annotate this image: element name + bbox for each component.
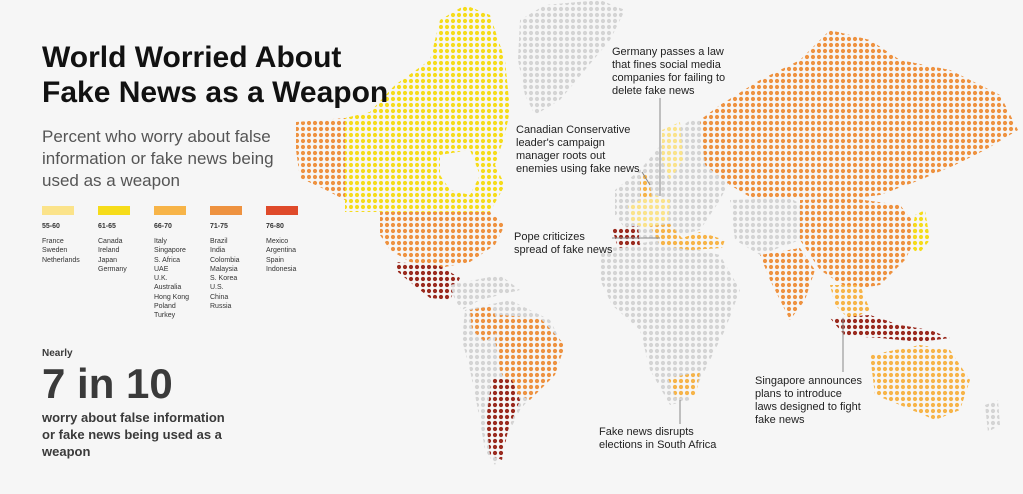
- region-central-america: [450, 275, 520, 310]
- legend-country: Germany: [98, 265, 127, 273]
- annotation-south-africa: Fake news disrupts elections in South Af…: [599, 426, 717, 451]
- subtitle: Percent who worry about false informatio…: [42, 127, 274, 190]
- region-indonesia: [830, 315, 950, 342]
- region-africa: [600, 240, 740, 405]
- legend-country: Singapore: [154, 247, 186, 255]
- annotation-germany: Germany passes a law that fines social m…: [612, 46, 726, 97]
- legend-country: Canada: [98, 238, 123, 245]
- legend-country: U.S.: [210, 284, 224, 292]
- legend-group-61-65: 61-65 Canada Ireland Japan Germany: [98, 206, 154, 321]
- legend-country: S. Korea: [210, 275, 238, 283]
- region-usa: [380, 212, 505, 268]
- legend-country: Poland: [154, 303, 176, 311]
- legend: 55-60 France Sweden Netherlands 61-65 Ca…: [42, 206, 322, 321]
- region-china: [800, 198, 920, 290]
- region-hudson-bay: [440, 150, 480, 195]
- legend-group-66-70: 66-70 Italy Singapore S. Africa UAE U.K.…: [154, 206, 210, 321]
- region-argentina: [486, 378, 520, 460]
- legend-range: 61-65: [98, 223, 116, 230]
- region-greenland: [518, 0, 625, 115]
- legend-swatch: [42, 206, 74, 215]
- legend-country: France: [42, 238, 64, 245]
- legend-range: 66-70: [154, 223, 172, 230]
- annotation-canada: Canadian Conservative leader's campaign …: [516, 124, 640, 175]
- legend-country: Brazil: [210, 238, 228, 245]
- legend-country: Malaysia: [210, 265, 238, 273]
- legend-country: S. Africa: [154, 256, 181, 264]
- stat-callout: Nearly 7 in 10 worry about false informa…: [42, 348, 232, 460]
- legend-country: Russia: [210, 303, 232, 311]
- legend-group-71-75: 71-75 Brazil India Colombia Malaysia S. …: [210, 206, 266, 321]
- page-title: World Worried About Fake News as a Weapo…: [42, 40, 388, 110]
- legend-country: Spain: [266, 256, 284, 264]
- legend-swatch: [266, 206, 298, 215]
- legend-country: Turkey: [154, 312, 176, 320]
- region-western-europe: [628, 195, 670, 228]
- legend-country: Japan: [98, 256, 118, 264]
- annotation-pope: Pope criticizes spread of fake news: [514, 231, 613, 256]
- region-sweden: [662, 122, 683, 180]
- legend-country: Colombia: [210, 256, 240, 264]
- legend-country: Italy: [154, 238, 167, 245]
- legend-swatch: [210, 206, 242, 215]
- title-line-2: Fake News as a Weapon: [42, 76, 389, 109]
- region-alaska: [296, 118, 345, 200]
- legend-country: Argentina: [266, 247, 296, 255]
- stat-value: 7 in 10: [42, 360, 173, 407]
- legend-swatch: [98, 206, 130, 215]
- region-mexico: [396, 262, 460, 300]
- legend-countries: Mexico Argentina Spain Indonesia: [266, 237, 322, 274]
- legend-country: Mexico: [266, 238, 289, 245]
- region-mediterranean: [650, 224, 725, 250]
- legend-country: Hong Kong: [154, 293, 190, 301]
- legend-country: India: [210, 247, 226, 255]
- annotation-singapore: Singapore announces plans to introduce l…: [755, 375, 863, 426]
- legend-country: China: [210, 293, 229, 301]
- legend-country: Ireland: [98, 247, 120, 255]
- legend-country: Australia: [154, 284, 182, 292]
- legend-range: 55-60: [42, 223, 60, 230]
- legend-countries: Canada Ireland Japan Germany: [98, 237, 154, 274]
- stat-description: worry about false information or fake ne…: [42, 410, 225, 459]
- region-brazil: [495, 315, 565, 400]
- region-russia: [700, 30, 1018, 200]
- region-spain: [612, 226, 640, 248]
- legend-countries: France Sweden Netherlands: [42, 237, 98, 265]
- region-japan: [910, 210, 930, 255]
- legend-country: U.K.: [154, 275, 168, 283]
- region-australia: [870, 345, 970, 420]
- legend-countries: Italy Singapore S. Africa UAE U.K. Austr…: [154, 237, 210, 321]
- region-central-asia: [730, 198, 820, 255]
- region-se-asia: [830, 285, 870, 320]
- stat-nearly: Nearly: [42, 348, 73, 359]
- legend-countries: Brazil India Colombia Malaysia S. Korea …: [210, 237, 266, 311]
- title-line-1: World Worried About: [42, 41, 342, 74]
- legend-group-76-80: 76-80 Mexico Argentina Spain Indonesia: [266, 206, 322, 321]
- legend-country: Sweden: [42, 247, 68, 255]
- annotation-line-canada: [641, 171, 651, 186]
- legend-range: 71-75: [210, 223, 228, 230]
- region-south-africa: [668, 372, 700, 398]
- region-uk: [640, 172, 652, 200]
- legend-country: UAE: [154, 265, 169, 273]
- region-india: [760, 248, 815, 320]
- legend-swatch: [154, 206, 186, 215]
- legend-group-55-60: 55-60 France Sweden Netherlands: [42, 206, 98, 321]
- legend-country: Netherlands: [42, 256, 80, 264]
- legend-country: Indonesia: [266, 265, 297, 273]
- region-colombia: [470, 306, 500, 342]
- legend-range: 76-80: [266, 223, 284, 230]
- region-new-zealand: [985, 400, 1000, 432]
